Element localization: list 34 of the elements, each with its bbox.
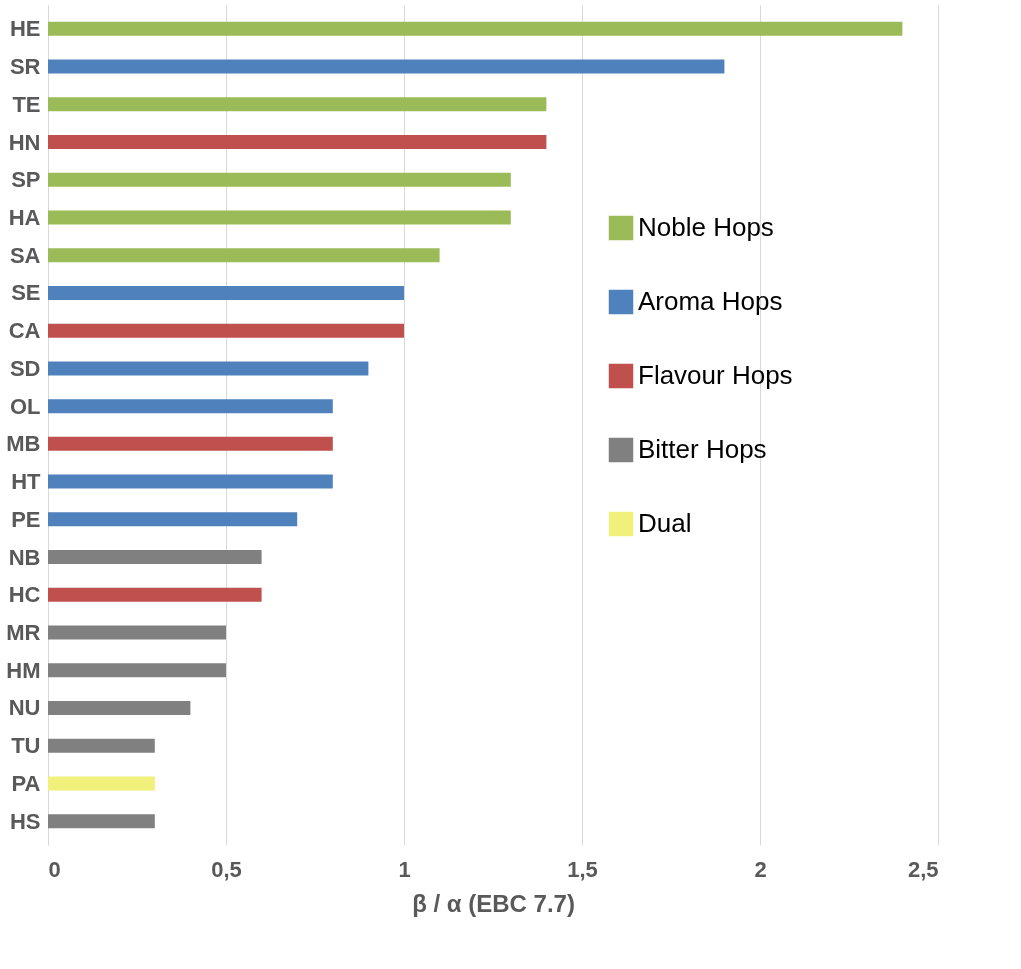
y-tick-label: MB xyxy=(6,431,41,457)
x-tick-label: 1,5 xyxy=(567,856,598,882)
y-tick-label: SE xyxy=(11,280,41,306)
legend-label: Dual xyxy=(638,508,692,538)
legend-label: Flavour Hops xyxy=(638,360,793,390)
y-tick-label: PA xyxy=(11,770,41,796)
y-tick-label: PE xyxy=(11,506,41,532)
x-tick-label: 0,5 xyxy=(211,856,242,882)
x-axis-title: β / α (EBC 7.7) xyxy=(412,889,575,917)
y-tick-label: OL xyxy=(9,393,41,419)
y-tick-label: TE xyxy=(12,91,41,117)
x-tick-label: 1 xyxy=(398,856,411,882)
y-tick-label: SA xyxy=(9,242,41,268)
legend-label: Bitter Hops xyxy=(638,434,767,464)
y-tick-label: TU xyxy=(11,733,41,759)
y-tick-label: NU xyxy=(8,695,41,721)
y-tick-label: SR xyxy=(9,54,41,80)
y-tick-label: HM xyxy=(6,657,41,683)
y-tick-label: MR xyxy=(6,620,41,645)
legend-label: Noble Hops xyxy=(638,212,774,242)
x-tick-label: 2 xyxy=(754,856,767,882)
y-tick-label: NB xyxy=(8,544,41,570)
legend-label: Aroma Hops xyxy=(638,286,783,316)
y-tick-label: HC xyxy=(8,582,41,608)
y-tick-label: HA xyxy=(8,205,41,230)
x-tick-label: 0 xyxy=(48,856,61,882)
y-tick-label: HE xyxy=(9,16,41,42)
y-tick-label: HS xyxy=(9,808,41,834)
y-tick-label: HN xyxy=(8,129,41,155)
y-tick-label: CA xyxy=(8,318,41,344)
x-tick-label: 2,5 xyxy=(907,856,939,882)
y-tick-label: HT xyxy=(11,469,42,495)
y-tick-label: SD xyxy=(9,355,41,381)
y-tick-label: SP xyxy=(11,167,41,193)
